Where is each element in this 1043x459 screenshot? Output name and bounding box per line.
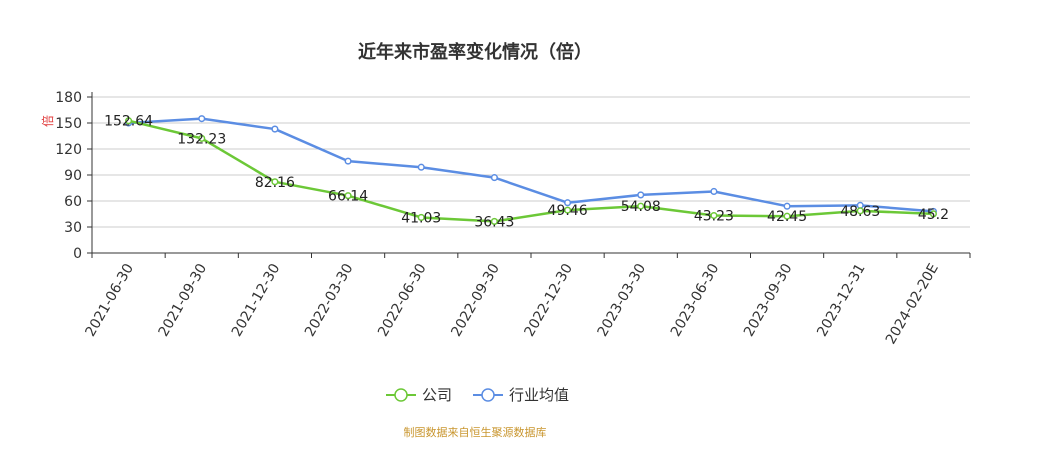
data-label: 132.23 (177, 131, 226, 147)
legend: 公司 行业均值 (386, 386, 569, 404)
y-tick-label: 120 (55, 142, 82, 158)
data-point (564, 206, 572, 214)
source-note: 制图数据来自恒生聚源数据库 (403, 426, 547, 439)
data-point (856, 207, 864, 215)
y-tick-label: 30 (64, 220, 82, 236)
x-tick-label: 2024-02-20E (883, 261, 942, 347)
data-point (271, 125, 279, 133)
legend-label: 公司 (422, 386, 452, 404)
data-point (198, 134, 206, 142)
chart-title: 近年来市盈率变化情况（倍） (358, 42, 592, 63)
data-point (710, 187, 718, 196)
data-point (783, 202, 791, 210)
legend-item-company: 公司 (386, 386, 452, 404)
x-tick-label: 2022-06-30 (375, 261, 430, 339)
x-tick-label: 2021-09-30 (156, 261, 211, 339)
data-label: 41.03 (401, 210, 441, 226)
data-point (417, 213, 425, 221)
data-label: 82.16 (255, 175, 295, 191)
data-point (198, 115, 206, 123)
data-point (490, 217, 498, 225)
y-axis-label: 倍 (40, 115, 55, 127)
x-tick-label: 2022-12-30 (522, 261, 577, 339)
y-tick-label: 0 (73, 246, 82, 262)
gridlines (92, 96, 970, 228)
data-label: 36.43 (474, 214, 514, 230)
data-point (125, 117, 133, 125)
y-tick-label: 60 (64, 194, 82, 210)
axes (91, 92, 970, 254)
y-axis-label-group: 倍 (40, 115, 55, 127)
data-point (710, 211, 718, 220)
data-labels: 152.64 132.23 82.16 66.14 41.03 36.43 49.46 54.… (104, 114, 949, 231)
x-tick-label: 2023-03-30 (595, 261, 650, 339)
y-tick-label: 180 (55, 90, 82, 106)
legend-label: 行业均值 (509, 386, 569, 404)
data-label: 66.14 (328, 189, 368, 205)
legend-item-industry-average: 行业均值 (473, 386, 569, 404)
data-label: 45.2 (918, 207, 949, 223)
x-tick-label: 2023-09-30 (741, 261, 796, 339)
x-axis-ticks: 2021-06-30 2021-09-30 2021-12-30 2022-03-30… (83, 253, 971, 347)
x-tick-label: 2023-12-31 (814, 261, 869, 339)
data-label: 49.46 (548, 203, 588, 219)
series-line-company (128, 119, 934, 223)
data-point (344, 192, 352, 200)
data-label: 54.08 (621, 199, 661, 215)
data-point (564, 199, 572, 207)
data-point (637, 202, 645, 210)
data-point (344, 157, 352, 165)
data-label: 43.23 (694, 209, 734, 225)
y-tick-label: 150 (55, 116, 82, 132)
data-point (929, 210, 937, 218)
data-point (271, 178, 279, 186)
legend-marker (394, 388, 408, 402)
x-tick-label: 2022-03-30 (302, 261, 357, 339)
y-axis-ticks: 0 30 60 90 120 150 180 (55, 90, 92, 262)
data-label: 42.45 (767, 209, 807, 225)
y-tick-label: 90 (64, 168, 82, 184)
x-tick-label: 2021-06-30 (83, 261, 138, 339)
data-label: 48.63 (840, 204, 880, 220)
data-point (637, 191, 645, 199)
data-point (783, 212, 791, 220)
x-tick-label: 2023-06-30 (668, 261, 723, 339)
data-label: 152.64 (104, 114, 153, 130)
series-group (125, 115, 937, 225)
x-tick-label: 2021-12-30 (229, 261, 284, 339)
data-point (490, 174, 498, 182)
series-line-industry-average (128, 117, 934, 213)
data-point (417, 163, 425, 171)
legend-marker (481, 388, 495, 402)
x-tick-label: 2022-09-30 (448, 261, 503, 339)
